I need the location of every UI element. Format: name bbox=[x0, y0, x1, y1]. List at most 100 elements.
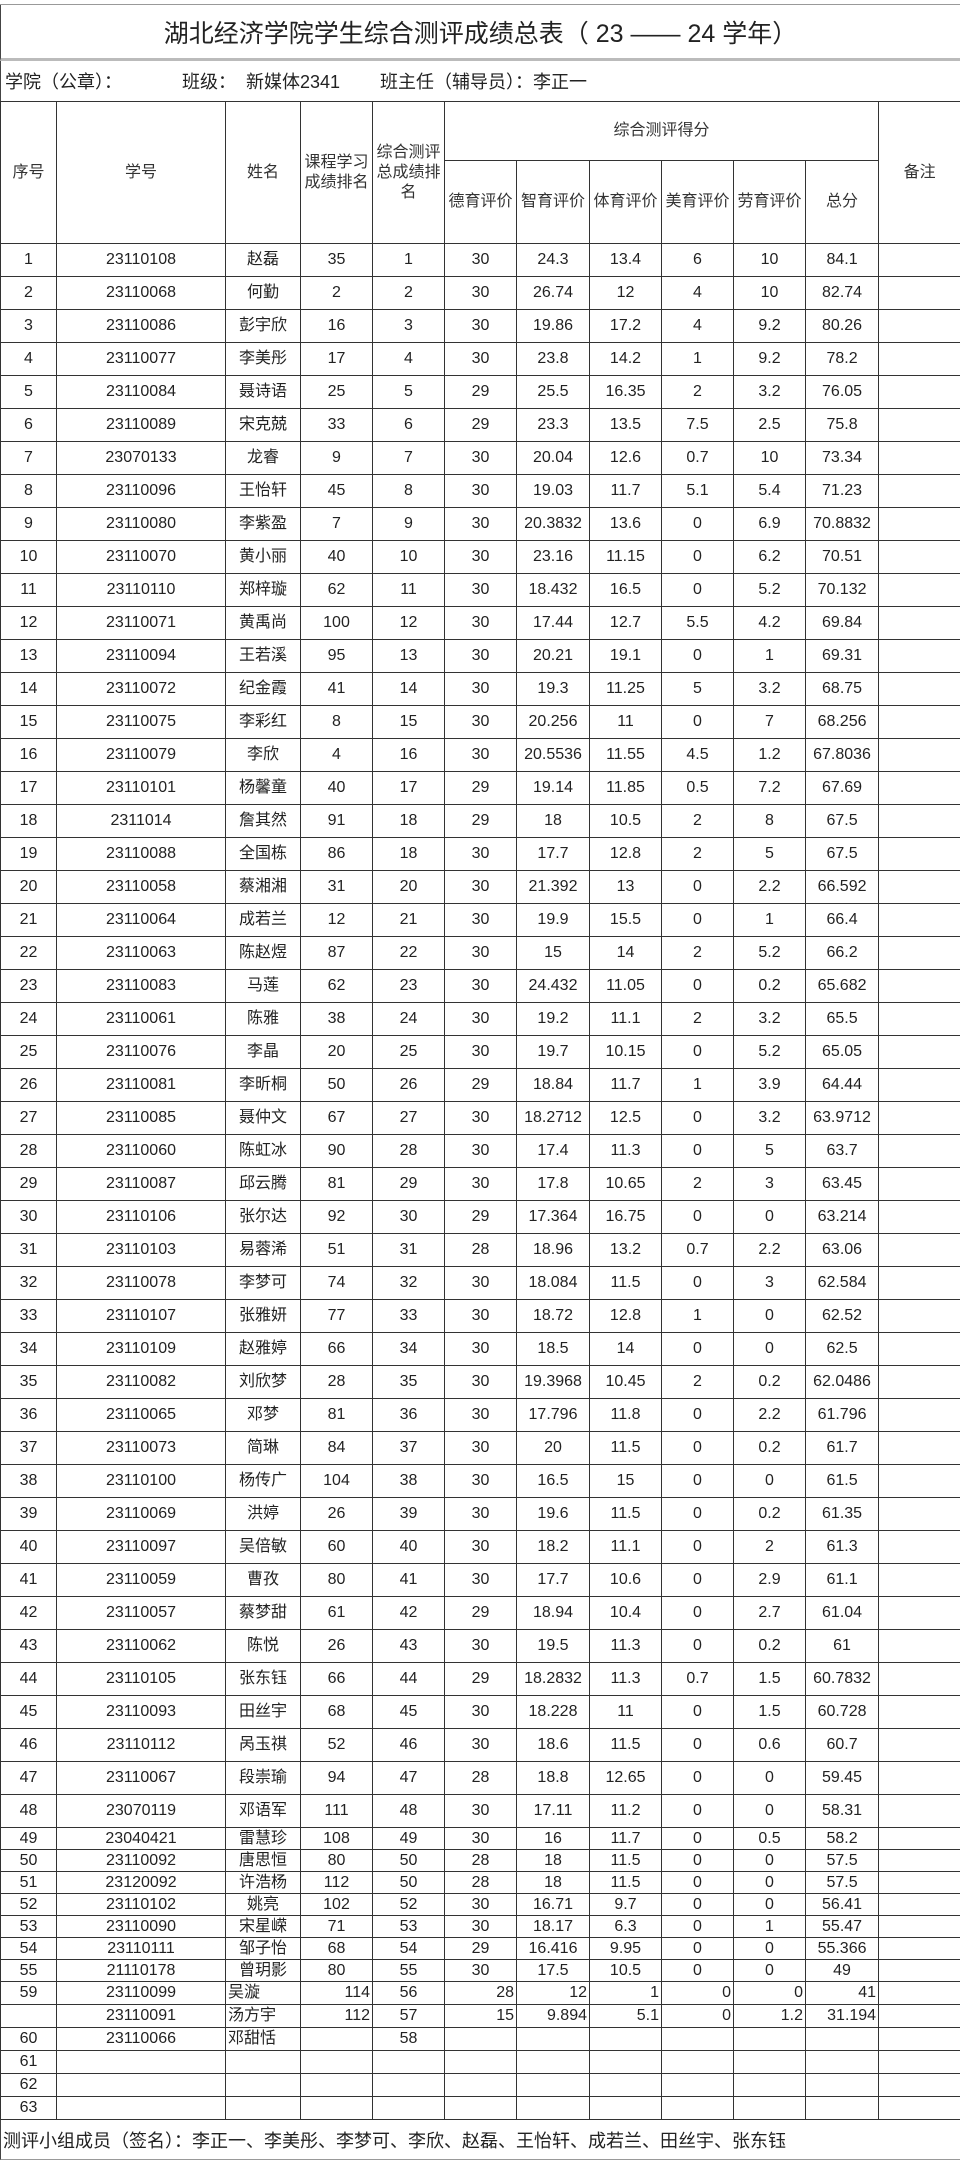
total-rank-cell: 42 bbox=[372, 1596, 445, 1630]
total-rank-cell: 27 bbox=[372, 1101, 445, 1135]
aesthetic-cell: 0.7 bbox=[661, 441, 734, 475]
table-row: 9 23110080 李紫盈 7 9 30 20.3832 13.6 0 6.9 70.8832 bbox=[0, 507, 960, 541]
labor-cell: 4.2 bbox=[733, 606, 806, 640]
aesthetic-cell: 0.5 bbox=[661, 771, 734, 805]
intellect-cell: 25.5 bbox=[516, 375, 590, 409]
total-cell: 63.06 bbox=[804, 1233, 880, 1267]
labor-cell: 0 bbox=[733, 1893, 806, 1916]
aesthetic-cell: 0 bbox=[661, 1959, 734, 1982]
total-cell: 66.2 bbox=[804, 936, 880, 970]
remarks-cell bbox=[878, 1794, 960, 1828]
name-cell: 黄禹尚 bbox=[225, 606, 301, 640]
total-cell: 70.8832 bbox=[804, 507, 880, 541]
moral-cell: 30 bbox=[444, 573, 517, 607]
physical-cell: 10.5 bbox=[589, 1959, 662, 1982]
remarks-cell bbox=[878, 1530, 960, 1564]
intellect-cell: 18.6 bbox=[516, 1728, 590, 1762]
moral-cell: 30 bbox=[444, 1959, 517, 1982]
student-id-cell: 23110070 bbox=[56, 540, 226, 574]
total-cell: 31.194 bbox=[804, 2004, 880, 2028]
student-id-cell: 23110058 bbox=[56, 870, 226, 904]
name-cell: 蔡梦甜 bbox=[225, 1596, 301, 1630]
intellect-cell: 15 bbox=[516, 936, 590, 970]
student-id-cell: 23110075 bbox=[56, 705, 226, 739]
labor-cell: 0 bbox=[733, 1871, 806, 1894]
moral-cell: 30 bbox=[444, 1365, 517, 1399]
total-cell: 67.8036 bbox=[804, 738, 880, 772]
student-id-cell: 23110064 bbox=[56, 903, 226, 937]
moral-cell: 30 bbox=[444, 870, 517, 904]
labor-cell: 3.2 bbox=[733, 375, 806, 409]
remarks-cell bbox=[878, 738, 960, 772]
table-row: 7 23070133 龙睿 9 7 30 20.04 12.6 0.7 10 73.34 bbox=[0, 441, 960, 475]
seq-cell: 47 bbox=[0, 1761, 57, 1795]
remarks-cell bbox=[878, 1398, 960, 1432]
seq-cell: 24 bbox=[0, 1002, 57, 1036]
total-cell: 80.26 bbox=[804, 309, 880, 343]
moral-cell: 30 bbox=[444, 507, 517, 541]
physical-cell: 10.65 bbox=[589, 1167, 662, 1201]
remarks-cell bbox=[878, 1563, 960, 1597]
physical-cell: 13 bbox=[589, 870, 662, 904]
intellect-cell: 9.894 bbox=[516, 2004, 590, 2028]
intellect-cell: 23.16 bbox=[516, 540, 590, 574]
physical-cell: 10.5 bbox=[589, 804, 662, 838]
total-cell: 41 bbox=[804, 1981, 880, 2005]
name-cell: 姚亮 bbox=[225, 1893, 301, 1916]
remarks-cell bbox=[878, 243, 960, 277]
labor-cell: 6.2 bbox=[733, 540, 806, 574]
intellect-cell: 18.84 bbox=[516, 1068, 590, 1102]
intellect-cell: 16.5 bbox=[516, 1464, 590, 1498]
total-cell: 71.23 bbox=[804, 474, 880, 508]
seq-cell: 6 bbox=[0, 408, 57, 442]
physical-cell: 12.7 bbox=[589, 606, 662, 640]
physical-cell: 6.3 bbox=[589, 1915, 662, 1938]
labor-cell: 0.2 bbox=[733, 1497, 806, 1531]
table-row: 31 23110103 易蓉浠 51 31 28 18.96 13.2 0.7 2.2 63.06 bbox=[0, 1233, 960, 1267]
total-cell: 63.9712 bbox=[804, 1101, 880, 1135]
course-rank-cell: 84 bbox=[300, 1431, 373, 1465]
labor-cell: 5.2 bbox=[733, 573, 806, 607]
total-cell: 56.41 bbox=[804, 1893, 880, 1916]
name-cell: 邓甜恬 bbox=[225, 2027, 301, 2051]
intellect-cell: 19.03 bbox=[516, 474, 590, 508]
student-id-cell: 23110063 bbox=[56, 936, 226, 970]
intellect-cell: 24.432 bbox=[516, 969, 590, 1003]
name-cell: 马莲 bbox=[225, 969, 301, 1003]
table-row: 26 23110081 李昕桐 50 26 29 18.84 11.7 1 3.9 64.44 bbox=[0, 1068, 960, 1102]
remarks-cell bbox=[878, 1167, 960, 1201]
remarks-cell bbox=[878, 309, 960, 343]
moral-cell: 30 bbox=[444, 1101, 517, 1135]
table-row: 6 23110089 宋克兢 33 6 29 23.3 13.5 7.5 2.5 75.8 bbox=[0, 408, 960, 442]
student-id-cell: 23110082 bbox=[56, 1365, 226, 1399]
moral-cell: 30 bbox=[444, 243, 517, 277]
name-cell: 陈悦 bbox=[225, 1629, 301, 1663]
intellect-cell: 18.228 bbox=[516, 1695, 590, 1729]
student-id-cell: 23110061 bbox=[56, 1002, 226, 1036]
course-rank-cell: 86 bbox=[300, 837, 373, 871]
name-cell: 全国栋 bbox=[225, 837, 301, 871]
aesthetic-cell: 0 bbox=[661, 573, 734, 607]
student-id-cell: 23110072 bbox=[56, 672, 226, 706]
table-row: 53 23110090 宋星嵘 71 53 30 18.17 6.3 0 1 55.47 bbox=[0, 1915, 960, 1938]
name-cell: 唐思恒 bbox=[225, 1849, 301, 1872]
remarks-cell bbox=[878, 1035, 960, 1069]
course-rank-cell: 104 bbox=[300, 1464, 373, 1498]
course-rank-cell: 77 bbox=[300, 1299, 373, 1333]
total-rank-cell: 1 bbox=[372, 243, 445, 277]
course-rank-cell: 50 bbox=[300, 1068, 373, 1102]
aesthetic-cell: 2 bbox=[661, 375, 734, 409]
total-rank-cell: 2 bbox=[372, 276, 445, 310]
remarks-cell bbox=[878, 540, 960, 574]
intellect-cell: 18.96 bbox=[516, 1233, 590, 1267]
course-rank-cell: 71 bbox=[300, 1915, 373, 1938]
remarks-cell bbox=[878, 2004, 960, 2028]
total-cell: 63.7 bbox=[804, 1134, 880, 1168]
name-cell: 田丝宇 bbox=[225, 1695, 301, 1729]
labor-cell: 2.9 bbox=[733, 1563, 806, 1597]
labor-cell: 3 bbox=[733, 1167, 806, 1201]
total-cell: 63.214 bbox=[804, 1200, 880, 1234]
table-row: 41 23110059 曹孜 80 41 30 17.7 10.6 0 2.9 61.1 bbox=[0, 1563, 960, 1597]
labor-cell: 0.2 bbox=[733, 1431, 806, 1465]
name-cell: 李梦可 bbox=[225, 1266, 301, 1300]
